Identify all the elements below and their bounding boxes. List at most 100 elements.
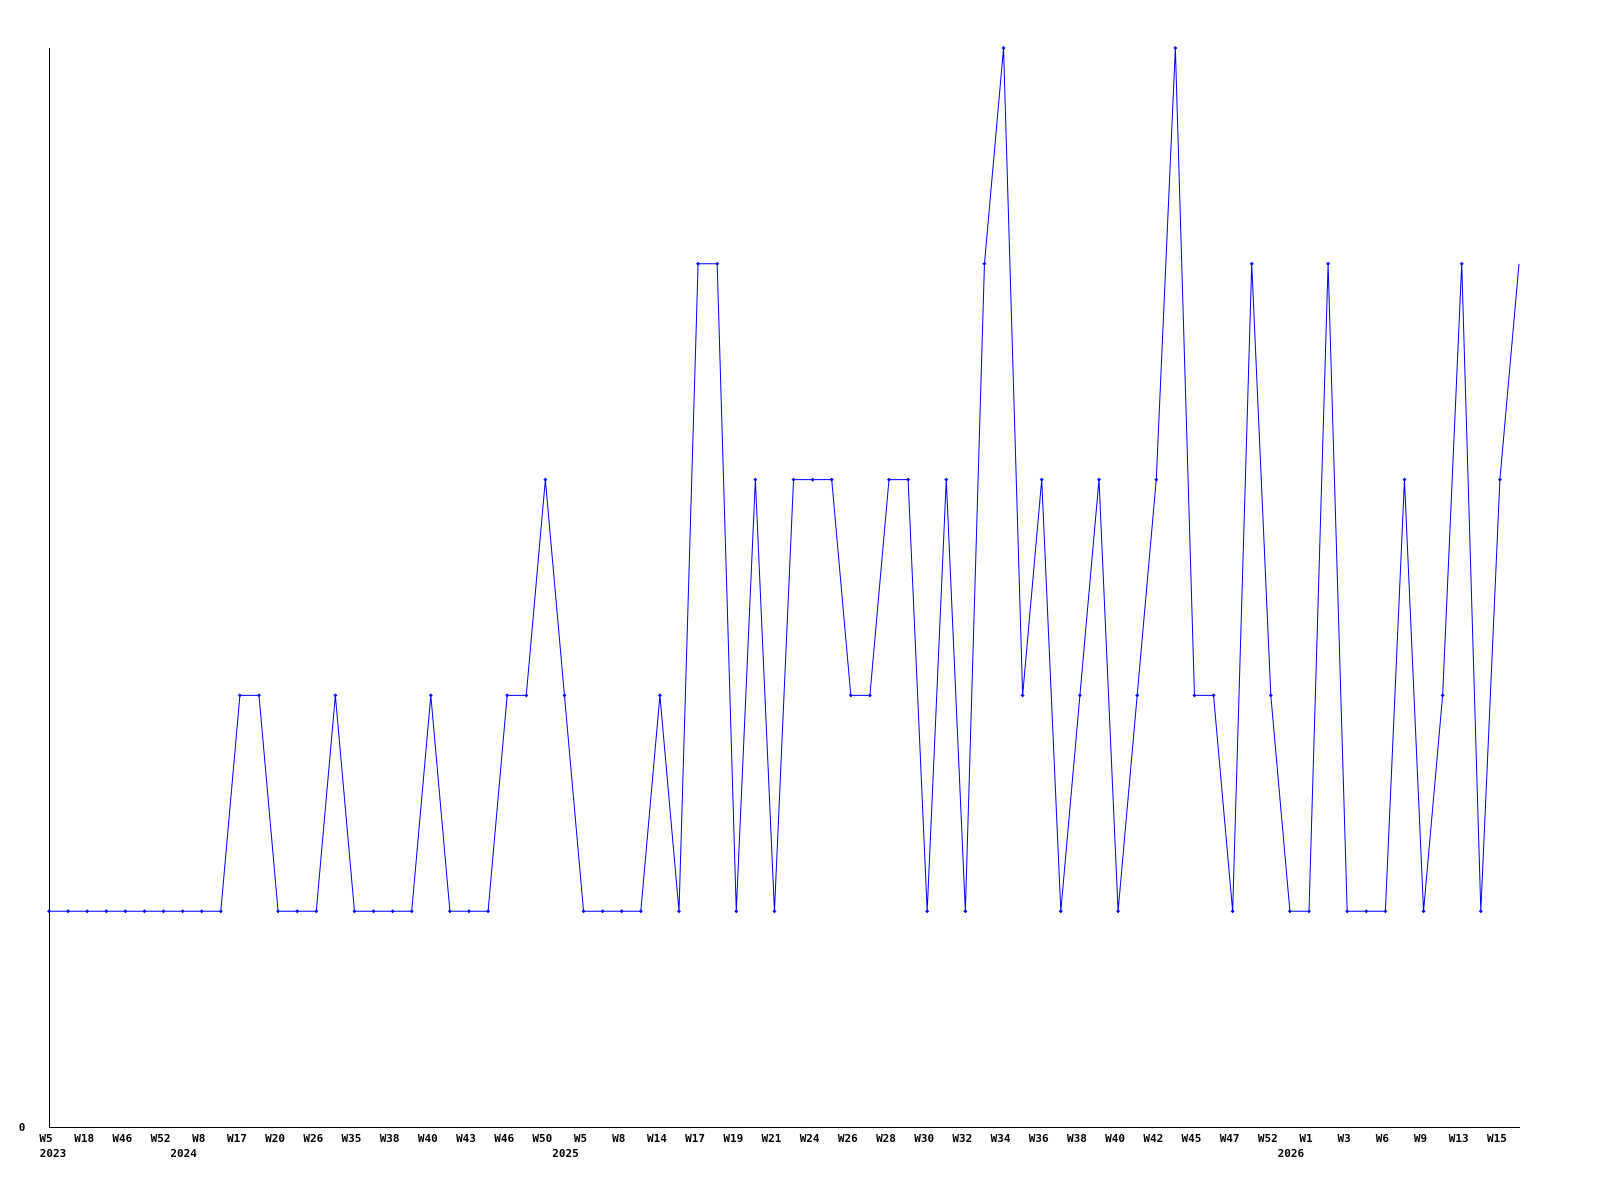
x-tick-label: W1	[1299, 1132, 1313, 1145]
data-point	[1116, 909, 1121, 914]
x-tick-label: W38	[1067, 1132, 1087, 1145]
series-line	[49, 47, 1520, 912]
data-point	[1039, 477, 1044, 482]
data-point	[1326, 261, 1331, 266]
data-point	[505, 693, 510, 698]
data-point	[1287, 909, 1292, 914]
data-point	[1211, 693, 1216, 698]
data-point	[486, 909, 491, 914]
data-point	[276, 909, 281, 914]
x-tick-label: W36	[1029, 1132, 1049, 1145]
year-label: 2024	[170, 1147, 197, 1160]
data-point	[696, 261, 701, 266]
x-tick-label: W6	[1376, 1132, 1390, 1145]
data-point	[1173, 46, 1178, 50]
data-point	[314, 909, 319, 914]
data-point	[371, 909, 376, 914]
data-point	[1001, 46, 1006, 50]
data-point	[447, 909, 452, 914]
data-point	[1020, 693, 1025, 698]
data-point	[1459, 261, 1464, 266]
data-point	[562, 693, 567, 698]
data-point	[199, 909, 204, 914]
data-point	[180, 909, 185, 914]
data-point	[1440, 693, 1445, 698]
x-tick-label: W42	[1143, 1132, 1163, 1145]
data-point	[1421, 909, 1426, 914]
data-point	[772, 909, 777, 914]
x-tick-label: W18	[74, 1132, 94, 1145]
data-point	[619, 909, 624, 914]
x-tick-label: W5	[574, 1132, 587, 1145]
year-label: 2023	[40, 1147, 67, 1160]
x-tick-label: W20	[265, 1132, 285, 1145]
data-point	[1478, 909, 1483, 914]
data-point	[218, 909, 223, 914]
data-point	[887, 477, 891, 482]
data-point	[1249, 261, 1254, 266]
x-tick-label: W17	[685, 1132, 705, 1145]
x-tick-label: W45	[1182, 1132, 1202, 1145]
data-point	[524, 693, 529, 698]
data-point	[1192, 693, 1197, 698]
x-tick-label: W47	[1220, 1132, 1240, 1145]
x-tick-label: W3	[1338, 1132, 1351, 1145]
data-point	[715, 261, 720, 266]
data-point	[85, 909, 90, 914]
data-point	[1154, 477, 1159, 482]
data-point	[1402, 477, 1407, 482]
data-point	[638, 909, 643, 914]
x-tick-label: W17	[227, 1132, 247, 1145]
x-tick-label: W52	[151, 1132, 171, 1145]
x-tick-label: W43	[456, 1132, 476, 1145]
data-point	[734, 909, 739, 914]
data-point	[104, 909, 109, 914]
data-point	[753, 477, 758, 482]
x-tick-label: W50	[532, 1132, 552, 1145]
data-point	[390, 909, 395, 914]
data-point	[467, 909, 471, 914]
data-point	[867, 693, 872, 698]
data-point	[142, 909, 147, 914]
data-point	[1345, 909, 1350, 914]
data-point	[333, 693, 338, 698]
x-tick-label: W5	[39, 1132, 52, 1145]
data-point	[963, 909, 968, 914]
x-tick-label: W15	[1487, 1132, 1507, 1145]
data-point	[1135, 693, 1140, 698]
x-tick-label: W8	[612, 1132, 625, 1145]
x-tick-label: W40	[418, 1132, 438, 1145]
x-tick-label: W26	[303, 1132, 323, 1145]
year-label: 2025	[552, 1147, 579, 1160]
x-tick-label: W35	[342, 1132, 362, 1145]
x-tick-label: W46	[494, 1132, 514, 1145]
data-point	[906, 477, 911, 482]
data-point	[791, 477, 796, 482]
data-point	[581, 909, 586, 914]
data-point	[237, 693, 242, 698]
x-tick-label: W13	[1449, 1132, 1469, 1145]
x-tick-label: W34	[991, 1132, 1011, 1145]
x-tick-label: W26	[838, 1132, 858, 1145]
data-point	[66, 909, 71, 914]
data-point	[848, 693, 853, 698]
x-tick-label: W14	[647, 1132, 667, 1145]
year-label: 2026	[1278, 1147, 1305, 1160]
data-point	[161, 909, 166, 914]
data-point	[1364, 909, 1369, 914]
data-point	[944, 477, 949, 482]
data-point	[257, 693, 261, 698]
data-point	[982, 261, 987, 266]
data-point	[1230, 909, 1235, 914]
data-point	[428, 693, 433, 698]
x-tick-label: W9	[1414, 1132, 1427, 1145]
x-tick-label: W52	[1258, 1132, 1278, 1145]
data-point	[1058, 909, 1063, 914]
data-point	[600, 909, 605, 914]
data-point	[123, 909, 128, 914]
x-tick-label: W46	[112, 1132, 132, 1145]
data-point	[1307, 909, 1311, 914]
data-point	[1077, 693, 1082, 698]
x-tick-label: W28	[876, 1132, 896, 1145]
